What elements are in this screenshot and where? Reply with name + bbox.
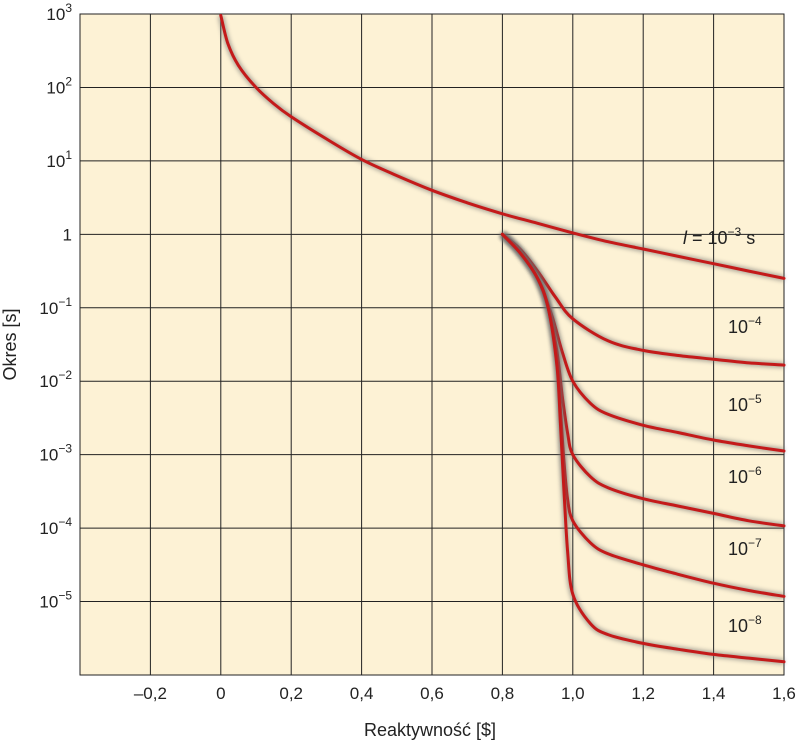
x-tick-label: 1,2 <box>631 684 655 703</box>
series-lines <box>217 14 786 665</box>
x-tick-label: 0,6 <box>420 684 444 703</box>
x-tick-label: 1,6 <box>772 684 796 703</box>
x-tick-label: 1,0 <box>561 684 585 703</box>
x-tick-labels: –0,2 0 0,2 0,4 0,6 0,8 1,0 1,2 1,4 1,6 <box>134 684 796 703</box>
y-tick-label: 101 <box>46 148 72 171</box>
x-axis-title: Reaktywność [$] <box>364 720 496 740</box>
x-tick-label: 0,4 <box>350 684 374 703</box>
y-tick-label: 10−3 <box>39 442 72 465</box>
series-label-6: 10−8 <box>728 613 762 636</box>
x-tick-label: 0,2 <box>279 684 303 703</box>
y-tick-label: 1 <box>63 225 72 244</box>
y-tick-label: 10−1 <box>39 295 72 318</box>
series-label-4: 10−6 <box>728 464 762 487</box>
series-label-1: l = 10−3 s <box>683 225 755 248</box>
plot-frame <box>79 13 785 676</box>
y-tick-labels: 103 102 101 1 10−1 10−2 10−3 10−4 10−5 <box>39 1 72 612</box>
x-tick-label: 0,8 <box>491 684 515 703</box>
series-line-1 <box>219 14 786 280</box>
series-label-2: 10−4 <box>728 314 762 337</box>
x-tick-label: 0 <box>216 684 225 703</box>
y-tick-label: 10−2 <box>39 368 72 391</box>
y-tick-label: 103 <box>46 1 72 24</box>
series-line-6 <box>500 232 786 664</box>
series-line-2 <box>500 232 786 367</box>
x-tick-label: 1,4 <box>702 684 726 703</box>
series-labels: l = 10−3 s 10−4 10−5 10−6 10−7 10−8 <box>683 225 762 636</box>
y-tick-label: 102 <box>46 74 72 97</box>
series-label-5: 10−7 <box>728 536 762 559</box>
series-label-3: 10−5 <box>728 392 762 415</box>
y-tick-label: 10−5 <box>39 589 72 612</box>
y-axis-title: Okres [s] <box>0 308 20 380</box>
x-tick-label: –0,2 <box>134 684 167 703</box>
y-tick-label: 10−4 <box>39 515 72 538</box>
